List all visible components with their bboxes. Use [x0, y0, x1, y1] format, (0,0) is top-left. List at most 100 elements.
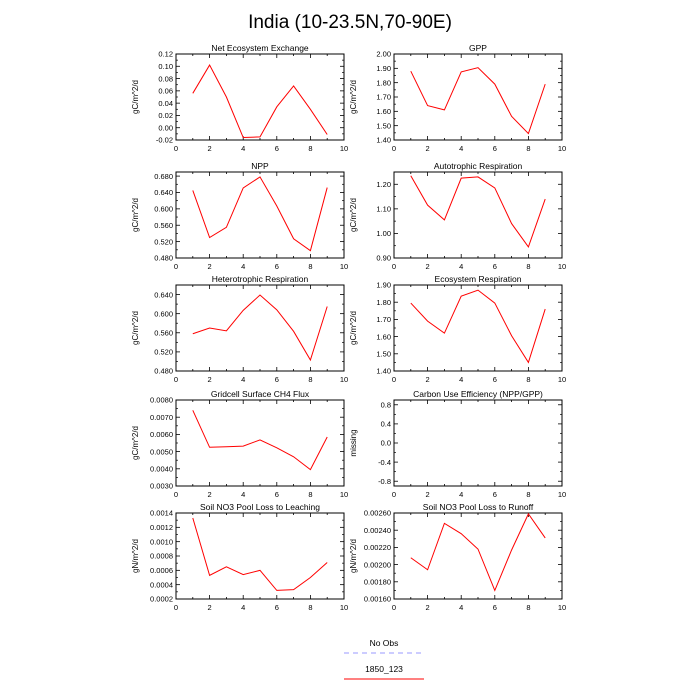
y-axis-label: gN/m^2/d: [131, 539, 140, 573]
x-tick-label: 2: [426, 490, 430, 499]
y-tick-label: 0.0002: [150, 595, 173, 604]
panel-title: NPP: [251, 161, 269, 171]
y-tick-label: 1.70: [376, 315, 391, 324]
x-tick-label: 10: [340, 490, 348, 499]
x-tick-label: 4: [241, 262, 245, 271]
panel-title: Gridcell Surface CH4 Flux: [211, 389, 310, 399]
x-tick-label: 10: [558, 144, 566, 153]
y-tick-label: 1.10: [376, 205, 391, 214]
y-tick-label: 1.80: [376, 78, 391, 87]
plot-frame: [393, 171, 563, 259]
x-tick-label: 4: [459, 490, 463, 499]
y-tick-label: 0.640: [154, 188, 173, 197]
panel-title: Autotrophic Respiration: [434, 161, 523, 171]
x-tick-label: 10: [558, 603, 566, 612]
y-axis-label: gC/m^2/d: [131, 311, 140, 345]
panel-title: Ecosystem Respiration: [435, 274, 522, 284]
y-tick-label: 0.680: [154, 172, 173, 181]
y-tick-label: 0.12: [158, 50, 173, 59]
y-tick-label: 0.90: [376, 254, 391, 263]
panel-7: Gridcell Surface CH4 Flux 0 2 4 6 8 10 0.0030 0.…: [131, 389, 348, 499]
x-tick-label: 10: [558, 490, 566, 499]
y-tick-label: 1.70: [376, 93, 391, 102]
x-tick-label: 6: [275, 603, 279, 612]
y-tick-label: 0.0060: [150, 430, 173, 439]
x-tick-label: 6: [275, 262, 279, 271]
y-tick-label: 0.00200: [364, 560, 391, 569]
legend-label: No Obs: [370, 638, 399, 648]
y-axis-label: gN/m^2/d: [349, 539, 358, 573]
y-tick-label: 1.90: [376, 64, 391, 73]
legend-label: 1850_123: [365, 664, 403, 674]
y-tick-label: 2.00: [376, 50, 391, 59]
x-tick-label: 0: [174, 375, 178, 384]
x-tick-label: 0: [174, 490, 178, 499]
y-tick-label: 1.00: [376, 229, 391, 238]
series-line-1: [192, 64, 328, 139]
panel-3: NPP 0 2 4 6 8 10 0.480 0.520 0.560 0.600 0.640 0.680…: [131, 161, 348, 271]
plot-frame: [393, 284, 563, 372]
x-tick-label: 10: [558, 262, 566, 271]
x-tick-label: 6: [493, 144, 497, 153]
y-tick-label: 0.00220: [364, 543, 391, 552]
x-tick-label: 10: [340, 144, 348, 153]
y-axis-label: gC/m^2/d: [349, 311, 358, 345]
x-tick-label: 2: [208, 262, 212, 271]
panel-1: Net Ecosystem Exchange 0 2 4 6 8 10 -0.02 0.00 0.…: [131, 43, 348, 153]
y-tick-label: 1.20: [376, 180, 391, 189]
y-tick-label: 0.0070: [150, 413, 173, 422]
panel-title: Net Ecosystem Exchange: [211, 43, 309, 53]
y-tick-label: 0.520: [154, 237, 173, 246]
y-tick-label: 0.0014: [150, 509, 173, 518]
x-tick-label: 2: [208, 603, 212, 612]
panel-9: Soil NO3 Pool Loss to Leaching 0 2 4 6 8 10 0.0…: [131, 502, 348, 612]
y-tick-label: 0.00260: [364, 509, 391, 518]
x-tick-label: 8: [526, 144, 530, 153]
panel-4: Autotrophic Respiration 0 2 4 6 8 10 0.90 1.00 1.…: [349, 161, 566, 271]
x-tick-label: 0: [174, 603, 178, 612]
y-tick-label: 1.50: [376, 350, 391, 359]
x-tick-label: 10: [340, 375, 348, 384]
plot-frame: [175, 53, 345, 141]
y-tick-label: 1.40: [376, 367, 391, 376]
y-tick-label: 0.00240: [364, 526, 391, 535]
y-tick-label: 0.00180: [364, 578, 391, 587]
x-tick-label: 8: [526, 490, 530, 499]
x-tick-label: 0: [174, 262, 178, 271]
panel-title: GPP: [469, 43, 487, 53]
y-tick-label: 1.50: [376, 121, 391, 130]
y-tick-label: 0.0: [381, 439, 391, 448]
y-axis-label: gC/m^2/d: [131, 198, 140, 232]
x-tick-label: 8: [308, 490, 312, 499]
panel-8: Carbon Use Efficiency (NPP/GPP) 0 2 4 6 8 10 -0…: [349, 389, 566, 499]
x-tick-label: 6: [275, 490, 279, 499]
panel-title: Heterotrophic Respiration: [212, 274, 309, 284]
panel-title: Carbon Use Efficiency (NPP/GPP): [413, 389, 543, 399]
x-tick-label: 10: [340, 262, 348, 271]
plot-frame: [393, 399, 563, 487]
figure-title: India (10-23.5N,70-90E): [248, 12, 452, 33]
panel-title: Soil NO3 Pool Loss to Leaching: [200, 502, 320, 512]
y-tick-label: -0.4: [378, 458, 391, 467]
x-tick-label: 4: [241, 490, 245, 499]
x-tick-label: 4: [241, 603, 245, 612]
x-tick-label: 6: [275, 144, 279, 153]
panel-title: Soil NO3 Pool Loss to Runoff: [423, 502, 534, 512]
y-tick-label: 0.560: [154, 221, 173, 230]
x-tick-label: 2: [426, 262, 430, 271]
plot-frame: [175, 284, 345, 372]
series-line-1: [410, 175, 546, 249]
x-tick-label: 4: [241, 144, 245, 153]
y-tick-label: 0.0012: [150, 523, 173, 532]
x-tick-label: 8: [308, 375, 312, 384]
y-tick-label: 0.520: [154, 348, 173, 357]
y-tick-label: 0.0040: [150, 465, 173, 474]
y-tick-label: 0.600: [154, 309, 173, 318]
x-tick-label: 6: [493, 490, 497, 499]
y-axis-label: gC/m^2/d: [349, 80, 358, 114]
y-tick-label: 0.4: [381, 420, 391, 429]
y-tick-label: 0.00: [158, 123, 173, 132]
x-tick-label: 6: [275, 375, 279, 384]
y-axis-label: gC/m^2/d: [349, 198, 358, 232]
